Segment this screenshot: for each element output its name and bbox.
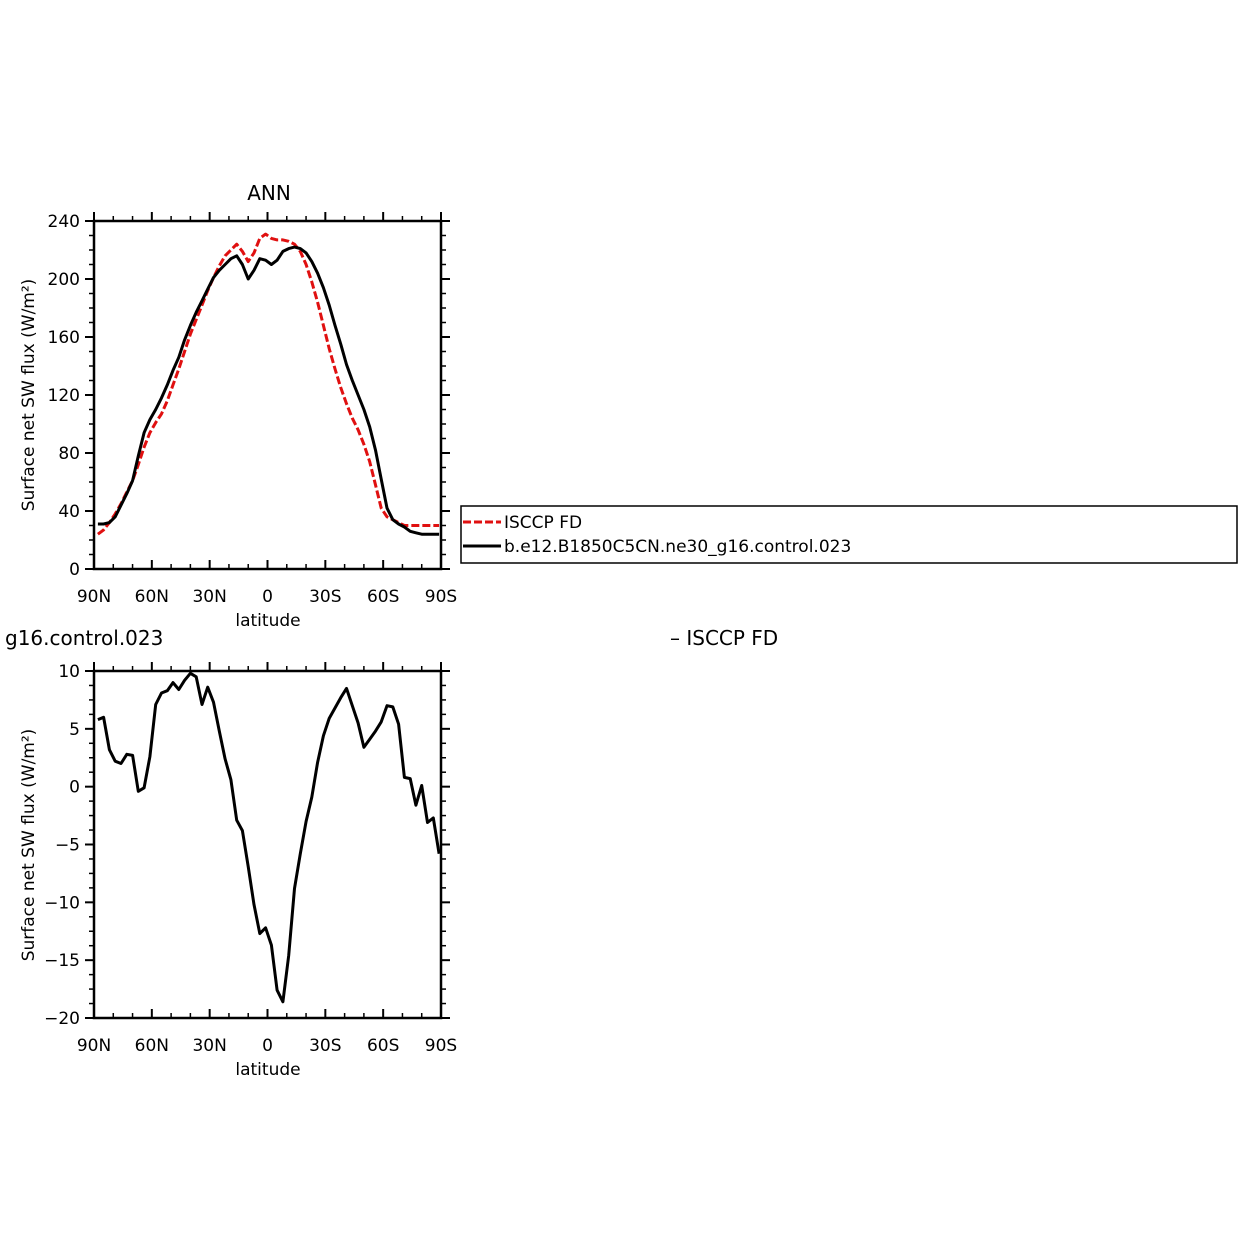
legend: ISCCP FD b.e12.B1850C5CN.ne30_g16.contro… <box>460 505 1238 564</box>
bottom-y-tick-label: 5 <box>69 720 80 740</box>
bottom-panel: g16.control.023 – ISCCP FD 90N 60N 30N 0 30S… <box>5 626 778 1080</box>
legend-label-obs: ISCCP FD <box>504 513 582 533</box>
bottom-y-tick-label: −15 <box>44 951 80 971</box>
bottom-x-tick-label: 90N <box>77 1036 111 1056</box>
bottom-plot-frame <box>92 669 443 1020</box>
top-y-tick-label: 80 <box>58 444 80 464</box>
top-y-tick-label: 0 <box>69 560 80 580</box>
bottom-y-tick-label: −5 <box>55 836 80 856</box>
bottom-x-axis-label: latitude <box>235 1060 300 1080</box>
top-plot-frame <box>92 219 443 571</box>
top-x-tick-label: 30S <box>309 587 341 607</box>
bottom-panel-title-left: g16.control.023 <box>5 626 163 650</box>
top-y-axis-label: Surface net SW flux (W/m²) <box>19 279 39 512</box>
bottom-x-tick-label: 60N <box>135 1036 169 1056</box>
top-panel: ANN 90N 60N 30N 0 30S 60S 90S 0 40 80 120 160 200 240… <box>19 181 457 631</box>
top-x-tick-label: 60N <box>135 587 169 607</box>
top-series-obs <box>96 232 440 536</box>
bottom-x-tick-label: 60S <box>367 1036 399 1056</box>
top-x-axis-label: latitude <box>235 611 300 631</box>
legend-label-model: b.e12.B1850C5CN.ne30_g16.control.023 <box>504 537 851 557</box>
legend-box <box>460 505 1238 564</box>
top-x-tick-label: 30N <box>192 587 226 607</box>
bottom-x-tick-label: 30S <box>309 1036 341 1056</box>
bottom-y-axis-label: Surface net SW flux (W/m²) <box>19 729 39 962</box>
top-y-tick-label: 120 <box>48 386 80 406</box>
top-x-tick-label: 60S <box>367 587 399 607</box>
top-y-tick-label: 160 <box>48 328 80 348</box>
bottom-x-tick-label: 90S <box>425 1036 457 1056</box>
bottom-x-tick-label: 0 <box>262 1036 273 1056</box>
top-y-tick-label: 40 <box>58 502 80 522</box>
top-x-tick-label: 0 <box>262 587 273 607</box>
bottom-series-model <box>97 671 441 1004</box>
bottom-y-tick-label: −10 <box>44 893 80 913</box>
bottom-y-tick-label: 0 <box>69 778 80 798</box>
top-x-tick-label: 90S <box>425 587 457 607</box>
bottom-panel-title-right: – ISCCP FD <box>670 626 778 650</box>
top-series-layer <box>96 232 440 536</box>
top-tick-layer: 90N 60N 30N 0 30S 60S 90S 0 40 80 120 160 200 240 <box>48 212 457 607</box>
top-series-model <box>97 245 440 536</box>
top-panel-title: ANN <box>247 181 291 205</box>
bottom-y-tick-label: 10 <box>58 662 80 682</box>
top-y-tick-label: 200 <box>48 270 80 290</box>
bottom-tick-layer: 90N 60N 30N 0 30S 60S 90S −20 −15 −10 −5 0 5 10 <box>44 662 457 1056</box>
bottom-x-tick-label: 30N <box>192 1036 226 1056</box>
bottom-y-tick-label: −20 <box>44 1009 80 1029</box>
top-x-tick-label: 90N <box>77 587 111 607</box>
top-y-tick-label: 240 <box>48 212 80 232</box>
bottom-series-layer <box>97 671 441 1004</box>
